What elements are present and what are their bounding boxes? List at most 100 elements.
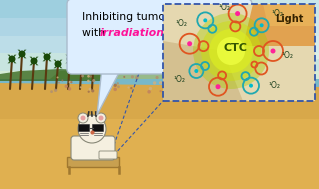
- Polygon shape: [90, 52, 94, 56]
- Polygon shape: [22, 50, 26, 54]
- Circle shape: [248, 86, 251, 89]
- Polygon shape: [42, 57, 47, 61]
- Circle shape: [66, 56, 73, 63]
- Circle shape: [188, 80, 191, 84]
- Circle shape: [256, 81, 258, 83]
- Polygon shape: [65, 59, 70, 63]
- Circle shape: [191, 88, 193, 90]
- Polygon shape: [58, 64, 63, 68]
- Circle shape: [80, 115, 85, 121]
- Circle shape: [236, 86, 238, 88]
- Polygon shape: [8, 59, 12, 63]
- Circle shape: [249, 84, 253, 88]
- Circle shape: [70, 81, 72, 83]
- Circle shape: [234, 80, 235, 82]
- Circle shape: [266, 87, 268, 89]
- Polygon shape: [94, 56, 99, 60]
- Circle shape: [113, 88, 117, 91]
- Polygon shape: [47, 53, 51, 57]
- Circle shape: [149, 87, 152, 90]
- Polygon shape: [0, 36, 319, 53]
- Circle shape: [111, 77, 112, 79]
- Circle shape: [260, 86, 263, 89]
- Circle shape: [78, 57, 85, 64]
- Polygon shape: [90, 56, 94, 60]
- Circle shape: [213, 80, 216, 83]
- Circle shape: [69, 81, 71, 83]
- FancyBboxPatch shape: [71, 136, 115, 160]
- Circle shape: [109, 82, 111, 84]
- Text: ¹O₂: ¹O₂: [175, 19, 187, 28]
- Polygon shape: [0, 0, 319, 18]
- Polygon shape: [12, 59, 17, 63]
- FancyBboxPatch shape: [163, 4, 315, 101]
- Circle shape: [235, 11, 240, 16]
- Circle shape: [131, 75, 134, 78]
- Circle shape: [105, 90, 108, 93]
- Circle shape: [50, 90, 53, 93]
- Circle shape: [159, 81, 162, 84]
- Circle shape: [201, 21, 261, 81]
- Polygon shape: [42, 53, 47, 57]
- Polygon shape: [200, 0, 319, 74]
- Circle shape: [216, 84, 220, 89]
- Circle shape: [181, 84, 182, 86]
- Circle shape: [89, 88, 92, 91]
- Circle shape: [171, 84, 174, 87]
- Circle shape: [147, 90, 151, 94]
- Circle shape: [102, 89, 105, 92]
- Polygon shape: [0, 83, 319, 189]
- Polygon shape: [34, 57, 39, 61]
- Circle shape: [155, 76, 159, 79]
- Circle shape: [253, 84, 256, 87]
- FancyBboxPatch shape: [67, 0, 252, 74]
- Polygon shape: [58, 60, 63, 64]
- Circle shape: [104, 86, 108, 89]
- Circle shape: [135, 75, 139, 79]
- Circle shape: [130, 87, 132, 89]
- Circle shape: [188, 80, 191, 82]
- Polygon shape: [18, 50, 22, 54]
- Circle shape: [61, 79, 63, 81]
- Circle shape: [43, 53, 50, 60]
- Text: ¹O₂: ¹O₂: [268, 81, 280, 91]
- Circle shape: [87, 80, 90, 82]
- Text: ¹O₂: ¹O₂: [218, 4, 230, 12]
- Circle shape: [203, 18, 207, 22]
- Circle shape: [187, 41, 192, 46]
- Circle shape: [209, 76, 211, 79]
- Circle shape: [247, 81, 249, 84]
- Circle shape: [179, 90, 182, 93]
- Polygon shape: [0, 18, 319, 36]
- Polygon shape: [29, 57, 34, 61]
- Polygon shape: [22, 54, 26, 58]
- Polygon shape: [47, 57, 51, 61]
- Polygon shape: [263, 4, 315, 26]
- Text: CTC: CTC: [223, 43, 247, 53]
- Circle shape: [252, 77, 255, 79]
- Circle shape: [160, 90, 162, 92]
- Circle shape: [239, 81, 242, 84]
- Polygon shape: [97, 67, 122, 115]
- Polygon shape: [78, 57, 82, 61]
- Circle shape: [100, 83, 101, 85]
- Polygon shape: [50, 69, 180, 79]
- Circle shape: [249, 82, 252, 85]
- Circle shape: [194, 69, 198, 73]
- Polygon shape: [94, 52, 99, 56]
- Circle shape: [96, 113, 106, 123]
- Circle shape: [215, 84, 218, 87]
- Polygon shape: [65, 55, 70, 59]
- Circle shape: [234, 78, 237, 82]
- Circle shape: [264, 90, 267, 92]
- Circle shape: [9, 56, 16, 63]
- Text: irradiation: irradiation: [100, 28, 165, 38]
- Circle shape: [167, 83, 168, 85]
- Circle shape: [217, 37, 245, 65]
- Circle shape: [236, 84, 238, 86]
- Circle shape: [81, 75, 84, 77]
- Circle shape: [107, 86, 110, 90]
- Circle shape: [55, 60, 62, 67]
- Circle shape: [78, 113, 88, 123]
- Circle shape: [219, 88, 221, 90]
